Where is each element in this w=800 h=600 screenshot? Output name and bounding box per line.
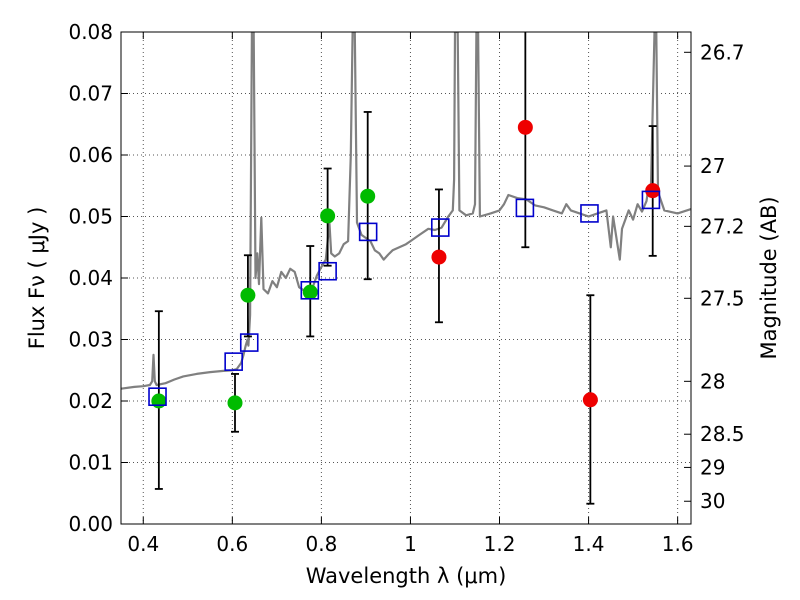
y-tick-label: 0.01 [68,451,113,475]
grid [121,32,691,524]
right-tick-label: 27 [700,154,725,178]
red-circle-marker [517,119,533,135]
model-square-marker [148,387,167,406]
y-axis-label: Flux Fν ( μJy ) [25,207,49,350]
right-tick-label: 29 [700,455,725,479]
model-square-marker [224,352,243,371]
right-tick-label: 26.7 [700,40,745,64]
plot-area [121,32,691,505]
y-axis-ticks: 0.00 0.01 0.02 0.03 0.04 0.05 0.06 0.07 0.08 [68,20,128,536]
y-tick-label: 0.03 [68,328,113,352]
right-axis-ticks: 26.7 27 27.2 27.5 28 28.5 29 30 [684,40,745,513]
model-square-marker [641,190,661,210]
y-tick-label: 0.05 [68,205,113,229]
y-tick-label: 0.04 [68,266,113,290]
green-circle-marker [320,208,336,224]
model-square-marker [358,222,378,242]
green-circle-marker [240,287,256,303]
x-tick-label: 1.4 [573,532,605,556]
spectrum-line [121,32,691,390]
x-tick-label: 1.6 [662,532,694,556]
red-circle-marker [582,392,598,408]
x-axis-ticks: 0.4 0.6 0.8 1 1.2 1.4 1.6 [127,32,694,556]
model-square-marker [318,261,337,281]
green-circle-marker [151,393,167,409]
x-tick-label: 0.6 [216,532,248,556]
x-axis-label: Wavelength λ (μm) [306,564,507,588]
right-tick-label: 27.5 [700,286,745,310]
green-circle-marker [360,188,376,204]
x-tick-label: 1.2 [484,532,516,556]
model-square-marker [300,280,320,300]
model-square-marker [430,218,450,237]
y-tick-label: 0.00 [68,512,113,536]
red-circle-marker [431,249,447,265]
model-square-marker [515,198,535,218]
right-tick-label: 28 [700,369,725,393]
y-tick-label: 0.06 [68,143,113,167]
right-tick-label: 30 [700,489,725,513]
right-axis-label: Magnitude (AB) [757,196,781,359]
model-square-marker [580,204,599,223]
y-tick-label: 0.07 [68,82,113,106]
model-square-marker [239,333,259,352]
x-tick-label: 0.8 [305,532,337,556]
right-tick-label: 28.5 [700,422,745,446]
y-tick-label: 0.02 [68,389,113,413]
right-tick-label: 27.2 [700,214,745,238]
x-tick-label: 0.4 [127,532,159,556]
green-circle-marker [302,284,318,300]
y-tick-label: 0.08 [68,20,113,44]
x-tick-label: 1 [404,532,417,556]
data-markers [148,119,661,411]
green-circle-marker [227,395,243,411]
